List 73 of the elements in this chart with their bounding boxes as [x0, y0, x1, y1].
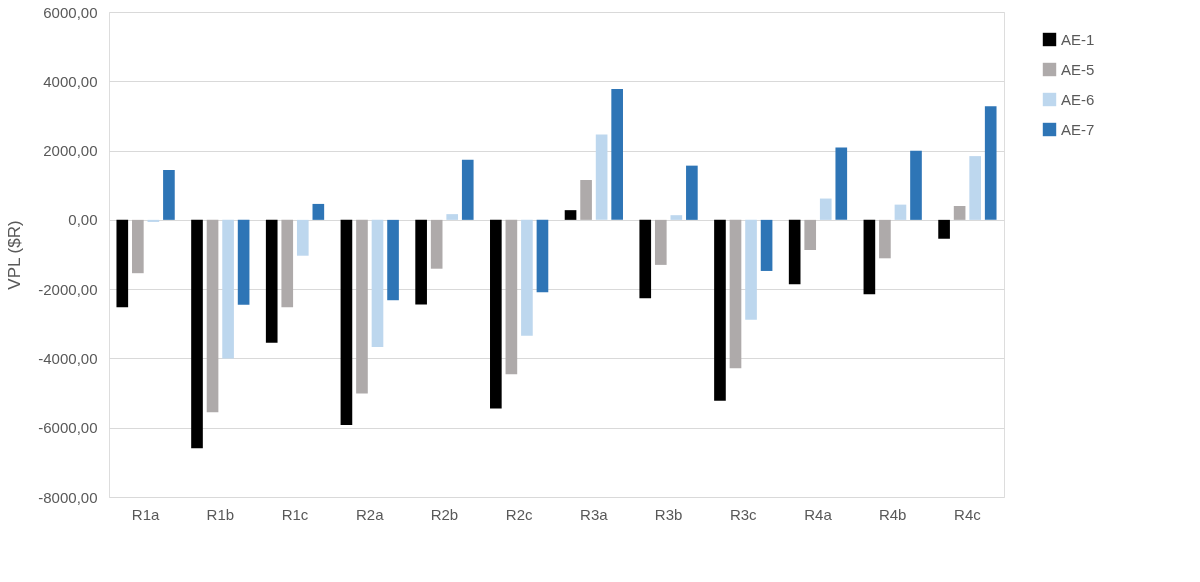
bar: [595, 134, 608, 220]
x-tick-label: R1a: [131, 505, 161, 523]
bar: [116, 219, 129, 308]
legend-label: AE-1: [1061, 30, 1095, 48]
bar: [147, 219, 160, 222]
x-tick-label: R1c: [281, 505, 309, 523]
bar: [938, 219, 950, 239]
x-tick-label: R1b: [206, 505, 235, 523]
bar: [191, 219, 203, 449]
bar: [505, 219, 518, 375]
bar: [296, 219, 309, 256]
bar: [819, 198, 832, 220]
bar: [729, 219, 742, 369]
bar: [639, 219, 652, 299]
bar: [356, 219, 368, 394]
y-tick-label: 6000,00: [43, 3, 98, 21]
bar: [835, 147, 848, 220]
bar: [714, 219, 726, 401]
bar: [804, 219, 817, 250]
bar: [490, 219, 502, 409]
bar: [265, 219, 278, 343]
bar: [430, 219, 443, 269]
y-tick-label: 2000,00: [43, 142, 98, 160]
bar: [521, 219, 533, 336]
x-tick-label: R3b: [654, 505, 683, 523]
legend-label: AE-7: [1061, 120, 1095, 138]
bar: [132, 219, 144, 274]
y-tick-label: -8000,00: [38, 488, 98, 506]
bar: [371, 219, 384, 347]
bar: [953, 206, 966, 220]
x-tick-label: R2c: [505, 505, 533, 523]
bar: [984, 106, 997, 220]
bar: [760, 219, 773, 271]
y-tick-label: -4000,00: [38, 349, 98, 367]
bar: [387, 219, 399, 301]
bar: [894, 204, 907, 220]
bar: [536, 219, 549, 293]
bar: [788, 219, 801, 285]
bar: [312, 203, 325, 220]
bar: [222, 219, 234, 359]
bar: [686, 165, 698, 220]
legend-label: AE-6: [1061, 90, 1095, 108]
bar: [237, 219, 250, 305]
bar: [446, 214, 459, 220]
x-tick-label: R2b: [430, 505, 459, 523]
x-tick-label: R4a: [804, 505, 833, 523]
bar: [461, 159, 474, 220]
bar: [281, 219, 294, 308]
bar: [879, 219, 891, 259]
bar: [564, 210, 577, 220]
bar: [415, 219, 427, 305]
bar: [340, 219, 353, 425]
y-tick-label: 4000,00: [43, 72, 98, 90]
y-tick-label: -6000,00: [38, 419, 98, 437]
bar: [745, 219, 757, 320]
bar: [163, 169, 175, 220]
x-tick-label: R4c: [954, 505, 982, 523]
x-tick-label: R3c: [729, 505, 758, 523]
y-tick-label: 0,00: [68, 211, 98, 229]
bar: [654, 219, 667, 265]
x-tick-label: R3a: [580, 505, 609, 523]
x-tick-label: R2a: [355, 505, 385, 523]
bar: [611, 88, 623, 220]
bar: [863, 219, 876, 295]
bar: [580, 180, 592, 220]
y-tick-label: -2000,00: [38, 280, 98, 298]
bar: [969, 156, 981, 220]
legend-label: AE-5: [1061, 60, 1095, 78]
bar: [670, 215, 683, 220]
bar: [206, 219, 219, 413]
y-axis-title: VPL ($R): [5, 220, 25, 290]
bar: [910, 150, 922, 220]
x-tick-label: R4b: [878, 505, 907, 523]
